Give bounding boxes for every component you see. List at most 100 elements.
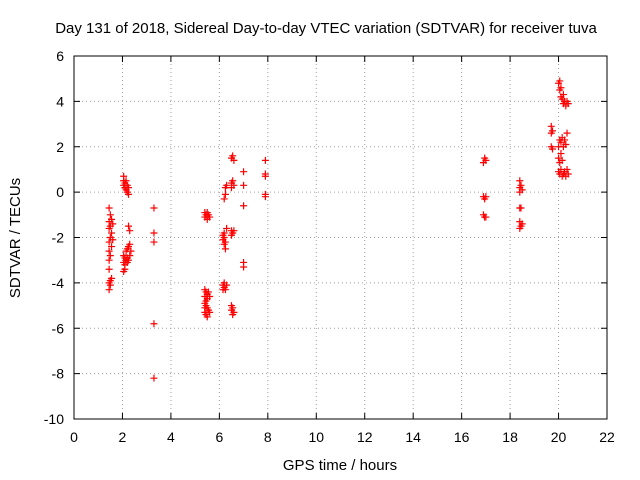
- data-point: [105, 256, 113, 264]
- data-point: [223, 281, 231, 289]
- x-tick-label: 2: [119, 429, 127, 445]
- data-point: [230, 308, 238, 316]
- data-point: [559, 91, 567, 99]
- x-tick-label: 18: [502, 429, 518, 445]
- data-point: [126, 252, 134, 260]
- data-point: [126, 227, 134, 235]
- data-point: [109, 236, 117, 244]
- data-point: [150, 238, 158, 246]
- data-point: [557, 138, 565, 146]
- data-point: [563, 165, 571, 173]
- grid: [74, 56, 607, 419]
- data-point: [126, 240, 134, 248]
- data-point: [230, 227, 238, 235]
- data-point: [150, 374, 158, 382]
- data-point: [105, 265, 113, 273]
- data-point: [518, 186, 526, 194]
- y-tick-label: -4: [52, 275, 65, 291]
- x-tick-label: 0: [70, 429, 78, 445]
- data-point: [557, 165, 565, 173]
- data-point: [221, 238, 229, 246]
- data-point: [564, 100, 572, 108]
- data-point: [150, 229, 158, 237]
- series-0: [105, 77, 572, 382]
- data-point: [204, 288, 212, 296]
- y-tick-label: -2: [52, 230, 65, 246]
- data-point: [564, 170, 572, 178]
- data-point: [106, 252, 114, 260]
- data-point: [229, 304, 237, 312]
- x-tick-label: 12: [357, 429, 373, 445]
- data-point: [482, 193, 490, 201]
- data-point: [125, 184, 133, 192]
- data-point: [556, 77, 564, 85]
- data-point: [203, 313, 211, 321]
- plot-frame: [73, 55, 608, 420]
- data-series: [105, 77, 572, 382]
- data-point: [230, 156, 238, 164]
- data-point: [229, 177, 237, 185]
- data-point: [548, 127, 556, 135]
- data-point: [562, 140, 570, 148]
- data-point: [108, 274, 116, 282]
- data-point: [261, 193, 269, 201]
- data-point: [206, 308, 214, 316]
- data-point: [221, 190, 229, 198]
- x-tick-label: 8: [264, 429, 272, 445]
- data-point: [221, 245, 229, 253]
- data-point: [261, 156, 269, 164]
- data-point: [557, 84, 565, 92]
- data-point: [150, 204, 158, 212]
- x-tick-label: 10: [308, 429, 324, 445]
- data-point: [516, 177, 524, 185]
- data-point: [223, 224, 231, 232]
- data-point: [105, 238, 113, 246]
- data-point: [240, 181, 248, 189]
- y-tick-label: -8: [52, 366, 65, 382]
- x-tick-label: 20: [551, 429, 567, 445]
- data-point: [125, 190, 133, 198]
- chart-title: Day 131 of 2018, Sidereal Day-to-day VTE…: [55, 20, 597, 37]
- data-point: [482, 213, 490, 221]
- data-point: [517, 204, 525, 212]
- data-point: [106, 211, 114, 219]
- data-point: [518, 220, 526, 228]
- data-point: [548, 145, 556, 153]
- data-point: [125, 222, 133, 230]
- data-point: [206, 292, 214, 300]
- data-point: [220, 234, 228, 241]
- data-point: [105, 247, 113, 255]
- data-point: [240, 168, 248, 176]
- x-tick-label: 6: [215, 429, 223, 445]
- y-tick-label: 0: [56, 184, 64, 200]
- data-point: [221, 286, 229, 294]
- data-point: [105, 286, 113, 294]
- data-point: [557, 150, 565, 158]
- data-point: [206, 213, 214, 221]
- data-point: [122, 177, 130, 185]
- data-point: [261, 172, 269, 180]
- y-tick-label: 6: [56, 48, 64, 64]
- x-axis-label: GPS time / hours: [283, 457, 397, 474]
- data-point: [108, 229, 116, 237]
- data-point: [229, 152, 237, 160]
- data-point: [150, 320, 158, 328]
- data-point: [125, 256, 133, 264]
- data-point: [220, 195, 228, 203]
- axis-ticks: 0 2 4 6 8 10 12 14 16 18 20 22 -10 -8 -6 -4 -2 0 2 4 6: [44, 48, 615, 445]
- y-tick-label: -10: [44, 411, 64, 427]
- data-point: [106, 281, 114, 289]
- data-point: [105, 204, 113, 212]
- x-tick-label: 4: [167, 429, 175, 445]
- data-point: [240, 202, 248, 210]
- data-point: [127, 247, 135, 255]
- y-tick-label: 2: [56, 139, 64, 155]
- data-point: [555, 154, 563, 162]
- y-tick-label: -6: [52, 320, 65, 336]
- data-point: [108, 215, 116, 223]
- data-point: [482, 156, 490, 164]
- x-tick-label: 22: [599, 429, 615, 445]
- data-point: [108, 243, 116, 251]
- data-point: [223, 181, 231, 189]
